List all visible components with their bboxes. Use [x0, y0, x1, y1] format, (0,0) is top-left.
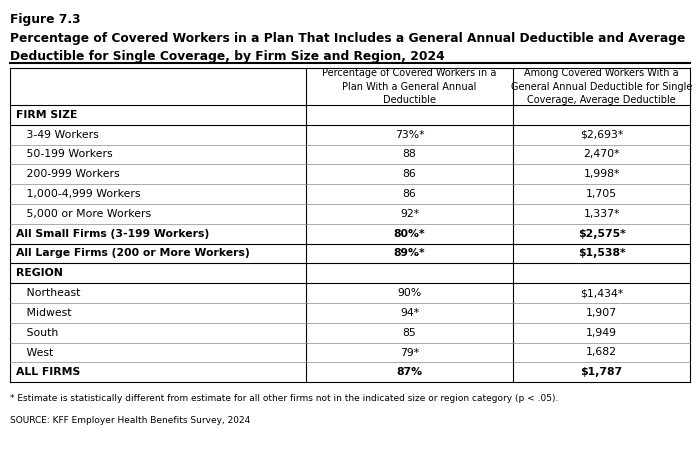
Text: 86: 86 [403, 189, 417, 199]
Text: 1,949: 1,949 [586, 328, 617, 337]
Text: Among Covered Workers With a
General Annual Deductible for Single
Coverage, Aver: Among Covered Workers With a General Ann… [511, 68, 692, 105]
Text: 79*: 79* [400, 347, 419, 357]
Text: 1,000-4,999 Workers: 1,000-4,999 Workers [16, 189, 140, 199]
Text: 1,337*: 1,337* [584, 209, 620, 219]
Text: 5,000 or More Workers: 5,000 or More Workers [16, 209, 151, 219]
Text: 89%*: 89%* [394, 249, 425, 259]
Text: South: South [16, 328, 58, 337]
Text: 85: 85 [403, 328, 417, 337]
Text: 80%*: 80%* [394, 229, 425, 239]
Text: Midwest: Midwest [16, 308, 71, 318]
Text: 1,907: 1,907 [586, 308, 617, 318]
Text: $1,434*: $1,434* [580, 288, 623, 298]
Text: 94*: 94* [400, 308, 419, 318]
Text: $2,693*: $2,693* [580, 130, 623, 140]
Text: Percentage of Covered Workers in a Plan That Includes a General Annual Deductibl: Percentage of Covered Workers in a Plan … [10, 32, 685, 45]
Text: 50-199 Workers: 50-199 Workers [16, 149, 112, 159]
Text: All Large Firms (200 or More Workers): All Large Firms (200 or More Workers) [16, 249, 250, 259]
Text: ALL FIRMS: ALL FIRMS [16, 367, 80, 377]
Text: REGION: REGION [16, 268, 63, 278]
Text: 1,705: 1,705 [586, 189, 617, 199]
Text: 2,470*: 2,470* [584, 149, 620, 159]
Text: Figure 7.3: Figure 7.3 [10, 13, 81, 26]
Text: 3-49 Workers: 3-49 Workers [16, 130, 98, 140]
Text: Deductible for Single Coverage, by Firm Size and Region, 2024: Deductible for Single Coverage, by Firm … [10, 50, 445, 63]
Text: * Estimate is statistically different from estimate for all other firms not in t: * Estimate is statistically different fr… [10, 394, 558, 403]
Text: 87%: 87% [396, 367, 422, 377]
Text: Percentage of Covered Workers in a
Plan With a General Annual
Deductible: Percentage of Covered Workers in a Plan … [322, 68, 497, 105]
Text: 73%*: 73%* [395, 130, 424, 140]
Text: 1,682: 1,682 [586, 347, 617, 357]
Text: 90%: 90% [397, 288, 422, 298]
Text: $1,787: $1,787 [581, 367, 623, 377]
Text: 92*: 92* [400, 209, 419, 219]
Text: West: West [16, 347, 53, 357]
Text: Northeast: Northeast [16, 288, 80, 298]
Text: 86: 86 [403, 169, 417, 179]
Text: SOURCE: KFF Employer Health Benefits Survey, 2024: SOURCE: KFF Employer Health Benefits Sur… [10, 416, 251, 425]
Text: $1,538*: $1,538* [578, 249, 625, 259]
Text: All Small Firms (3-199 Workers): All Small Firms (3-199 Workers) [16, 229, 209, 239]
Text: FIRM SIZE: FIRM SIZE [16, 110, 77, 120]
Text: 1,998*: 1,998* [584, 169, 620, 179]
Text: 88: 88 [403, 149, 417, 159]
Text: 200-999 Workers: 200-999 Workers [16, 169, 119, 179]
Text: $2,575*: $2,575* [578, 229, 625, 239]
